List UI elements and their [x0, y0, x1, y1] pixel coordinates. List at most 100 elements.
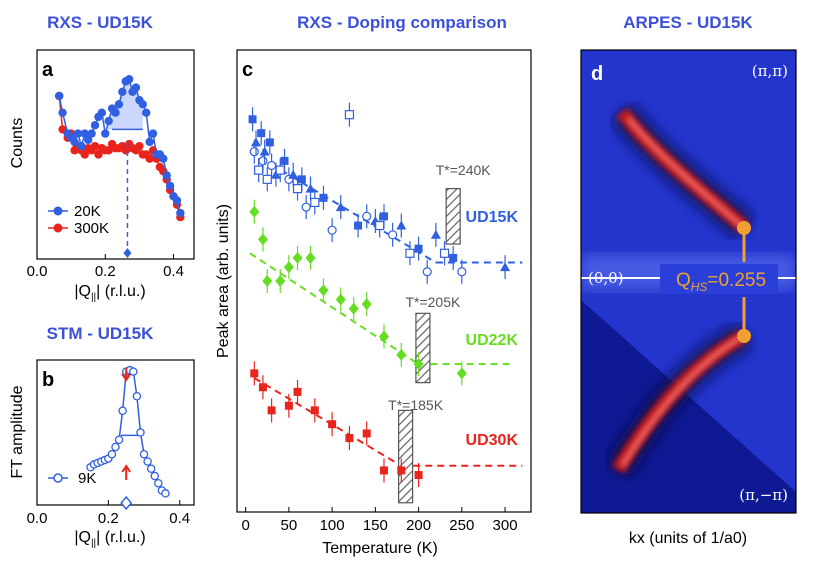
c-point-UD22K: [249, 205, 260, 218]
c-tstar-label-UD30K: T*=185K: [388, 397, 444, 413]
c-point-UD30K: [267, 406, 276, 415]
a-point-20K: [124, 75, 134, 84]
a-peak-marker: [123, 248, 132, 258]
panel-c-title: RXS - Doping comparison: [297, 13, 507, 32]
a-point-20K: [80, 129, 89, 138]
c-series-label-UD22K: UD22K: [466, 332, 519, 349]
c-point-UD15K: [258, 156, 268, 166]
c-point-UD30K: [328, 420, 337, 429]
b-point-9K: [161, 489, 170, 498]
c-point-UD15K: [297, 175, 306, 184]
corner-pi-minus-pi: (π,−π): [739, 486, 788, 504]
c-point-UD22K: [379, 330, 389, 343]
panel-d-frame: [580, 49, 797, 514]
c-point-UD30K: [414, 471, 423, 480]
panel-c-xlabel: Temperature (K): [322, 540, 438, 557]
c-point-UD15K: [500, 262, 511, 272]
c-xtick-label: 200: [406, 517, 431, 534]
panel-a-xlabel: |Q||| (r.l.u.): [74, 283, 145, 303]
panel-b-ylabel: FT amplitude: [9, 385, 26, 478]
c-point-UD30K: [310, 406, 319, 415]
c-point-UD15K: [275, 165, 285, 175]
b-point-9K: [136, 428, 145, 437]
legend-9K: 9K: [78, 470, 96, 487]
a-point-20K: [54, 91, 64, 101]
c-series-label-UD30K: UD30K: [466, 432, 519, 449]
b-arrow-bottom: [121, 464, 132, 480]
a-point-20K: [159, 154, 168, 163]
legend-300K: 300K: [74, 220, 109, 237]
origin-label: (0,0): [588, 269, 624, 287]
c-point-UD30K: [380, 466, 388, 475]
c-point-UD30K: [258, 383, 267, 392]
c-point-UD15K: [319, 193, 328, 202]
c-point-UD15K: [439, 248, 450, 258]
panel-b-title: STM - UD15K: [47, 324, 154, 343]
c-fit-UD30K: [253, 377, 402, 467]
c-xtick-label: 0: [241, 517, 249, 534]
c-point-UD15K: [251, 137, 262, 147]
c-point-UD15K: [259, 146, 270, 156]
c-point-UD15K: [254, 165, 264, 175]
c-point-UD15K: [305, 183, 316, 193]
c-point-UD22K: [305, 251, 316, 264]
c-fit-UD22K: [249, 252, 420, 365]
panel-a-legend: 20K 300K: [48, 203, 109, 237]
c-point-UD22K: [283, 261, 294, 274]
b-peak-marker: [120, 495, 133, 511]
a-point-20K: [77, 141, 86, 151]
a-point-20K: [58, 108, 67, 117]
c-point-UD15K: [354, 221, 363, 230]
c-point-UD15K: [380, 212, 388, 221]
b-point-9K: [143, 457, 152, 466]
c-xtick-label: 100: [320, 517, 345, 534]
panel-c-ylabel: Peak area (arb. units): [215, 204, 232, 358]
c-point-UD15K: [288, 169, 299, 179]
c-point-UD15K: [310, 197, 320, 208]
c-point-UD22K: [318, 284, 329, 297]
a-xtick-label: 0.4: [163, 263, 184, 280]
c-xtick-label: 250: [449, 517, 474, 534]
a-point-20K: [90, 121, 100, 130]
c-xtick-label: 150: [363, 517, 388, 534]
c-point-UD15K: [249, 147, 259, 157]
panel-a-title: RXS - UD15K: [47, 13, 154, 32]
c-point-UD22K: [396, 348, 407, 361]
legend-9K-marker: [53, 473, 63, 483]
a-point-20K: [83, 135, 93, 145]
a-point-20K: [111, 108, 120, 117]
panel-d-xlabel: kx (units of 1/a0): [629, 530, 747, 547]
c-tstar-label-UD15K: T*=240K: [436, 162, 492, 178]
c-point-UD15K: [396, 220, 407, 230]
c-point-UD15K: [457, 267, 467, 277]
c-point-UD15K: [266, 160, 277, 171]
panel-c: c 0 50 100 150 200 250 300 T*=240K UD15K T*=205K U…: [215, 49, 532, 557]
b-arrow-top: [121, 368, 132, 382]
c-point-UD30K: [284, 401, 293, 410]
a-point-20K: [118, 87, 127, 97]
c-point-UD22K: [348, 302, 359, 315]
b-point-9K: [114, 435, 124, 444]
a-point-300K: [104, 146, 113, 155]
c-point-UD22K: [413, 358, 424, 371]
b-point-9K: [107, 449, 117, 459]
b-xtick-label: 0.4: [169, 510, 190, 527]
b-point-9K: [154, 478, 163, 488]
corner-pi-pi: (π,π): [752, 62, 788, 80]
qhs-point-bottom: [737, 329, 751, 343]
c-xtick-label: 300: [493, 517, 518, 534]
panel-d-label: d: [591, 63, 603, 85]
b-point-9K: [150, 471, 159, 481]
c-point-UD15K: [327, 225, 337, 235]
a-point-20K: [165, 181, 175, 191]
a-point-20K: [176, 208, 185, 218]
legend-300K-marker: [53, 223, 63, 233]
c-point-UD15K: [248, 115, 257, 124]
c-point-UD22K: [292, 251, 303, 264]
b-point-9K: [111, 442, 120, 452]
a-xtick-label: 0.0: [27, 263, 48, 280]
c-xtick-label: 50: [281, 517, 298, 534]
c-point-UD15K: [430, 229, 441, 239]
a-xtick-label: 0.2: [95, 263, 116, 280]
c-tstar-box-UD15K: [445, 188, 461, 245]
